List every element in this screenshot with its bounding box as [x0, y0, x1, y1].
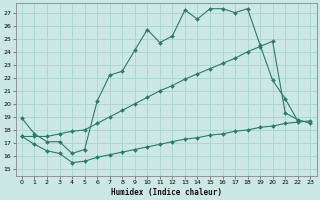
X-axis label: Humidex (Indice chaleur): Humidex (Indice chaleur) [111, 188, 221, 197]
